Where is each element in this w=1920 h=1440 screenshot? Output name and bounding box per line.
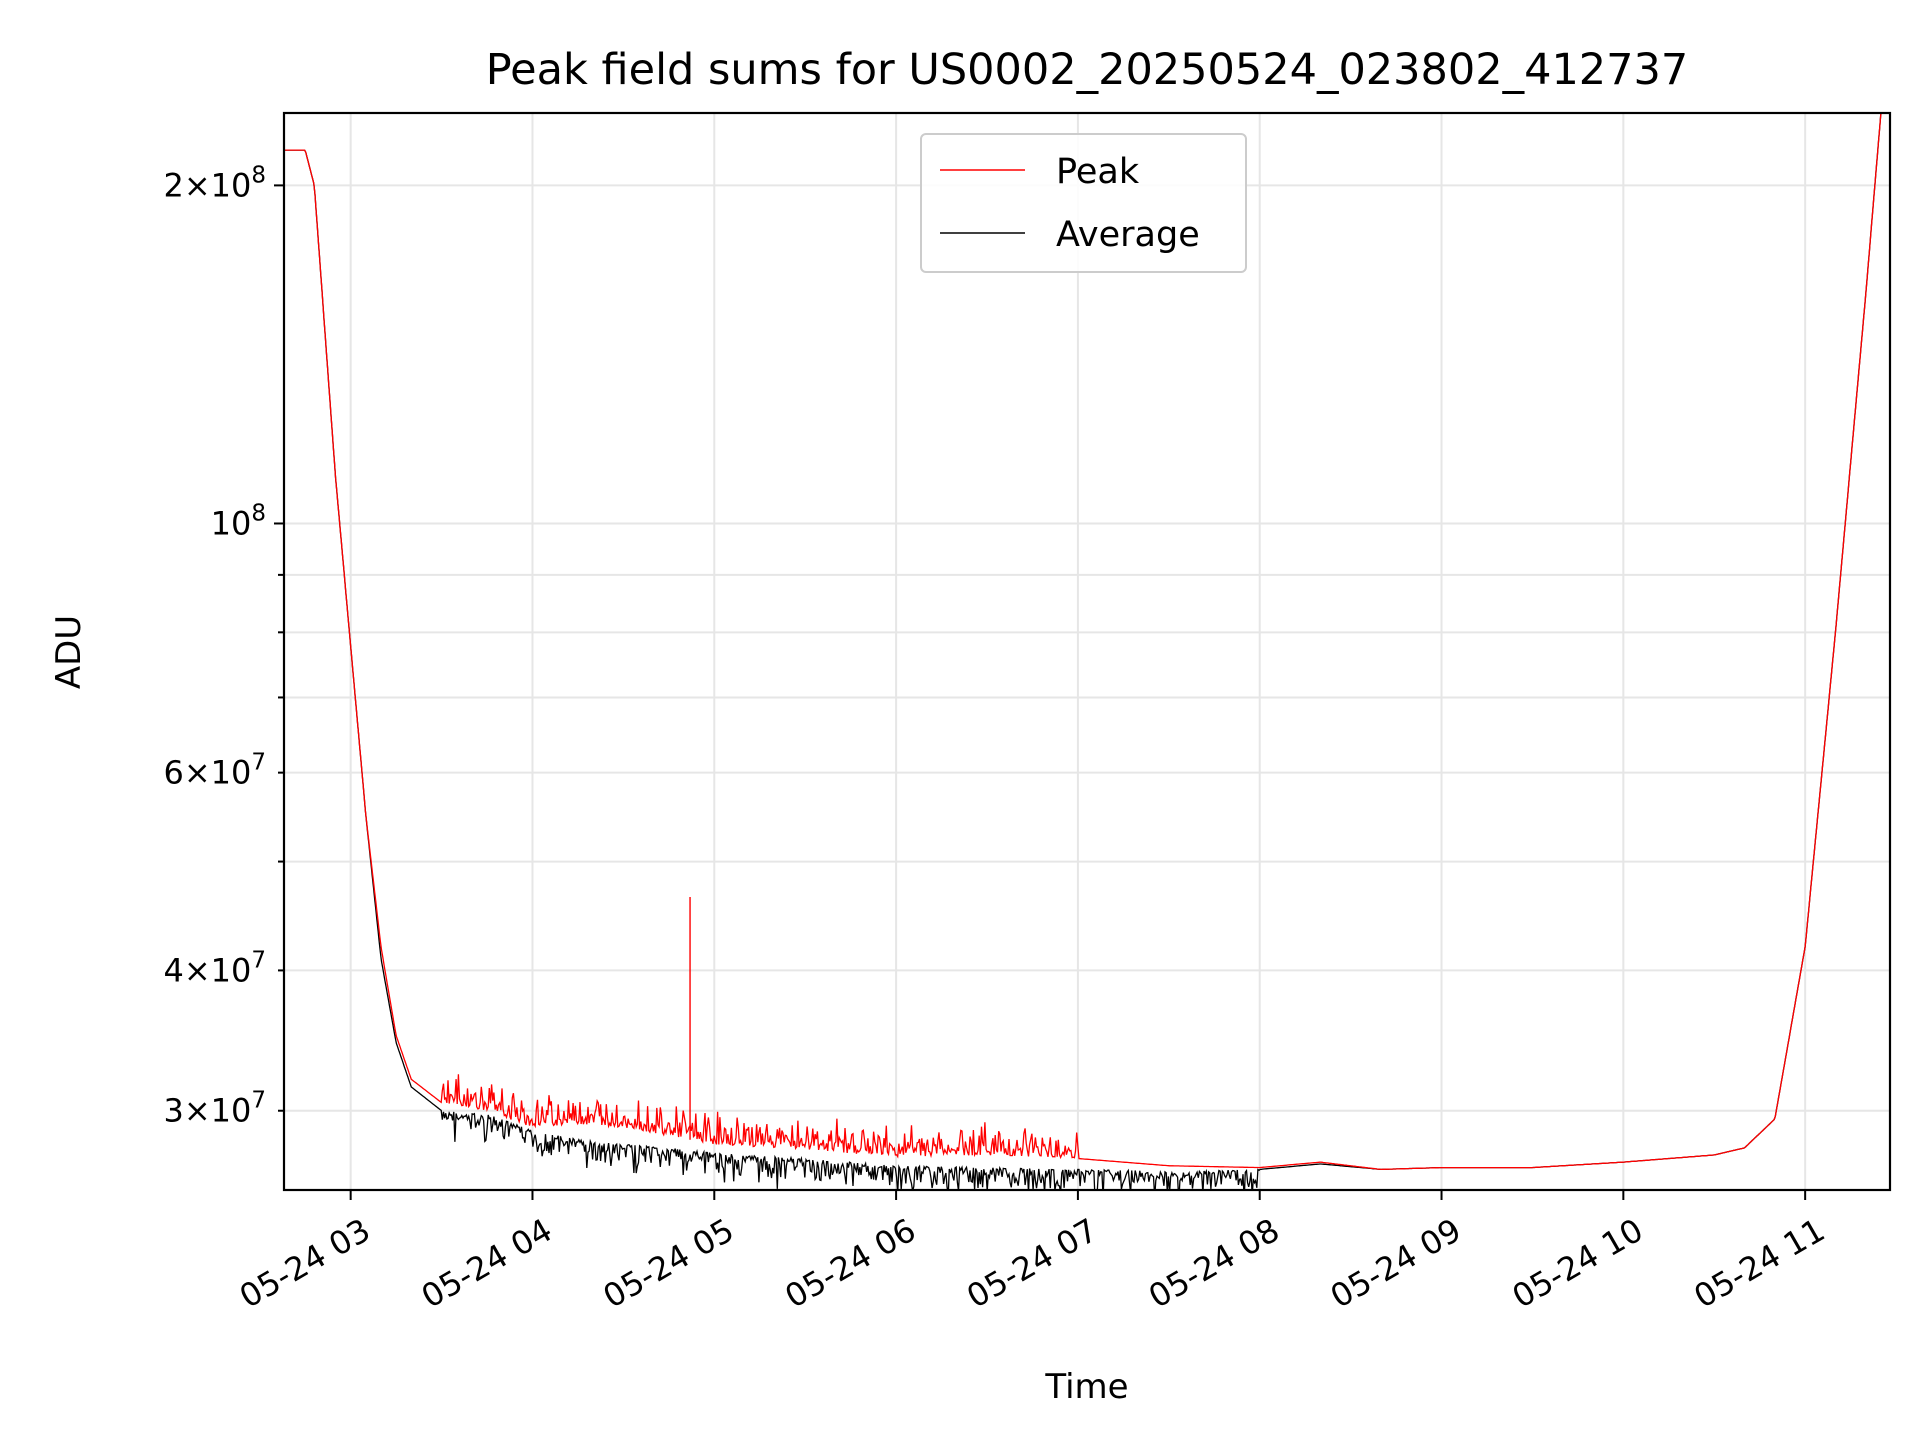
legend: Peak Average xyxy=(920,133,1247,273)
y-tick-label: 3×107 xyxy=(163,1088,266,1130)
y-axis-label: ADU xyxy=(49,615,89,689)
series-layer xyxy=(284,113,1890,1190)
legend-box xyxy=(920,133,1247,273)
legend-label-peak: Peak xyxy=(1056,152,1140,192)
y-tick-label: 4×107 xyxy=(163,947,266,989)
y-tick-label: 2×108 xyxy=(163,162,266,204)
y-tick-label: 108 xyxy=(211,500,266,542)
legend-label-average: Average xyxy=(1056,215,1200,255)
series-line-peak xyxy=(284,113,1890,1171)
plot-frame xyxy=(282,111,1892,1192)
x-axis-label: Time xyxy=(1044,1367,1128,1407)
y-tick-label: 6×107 xyxy=(163,750,266,792)
y-axis-ticks: 108 2×108 3×107 4×107 6×107 xyxy=(163,162,284,1130)
chart-title: Peak field sums for US0002_20250524_0238… xyxy=(486,45,1689,95)
